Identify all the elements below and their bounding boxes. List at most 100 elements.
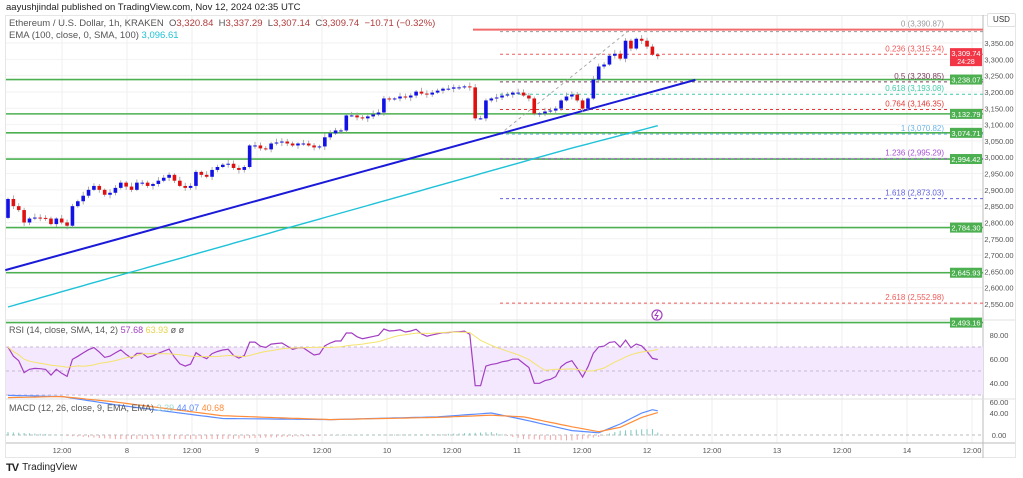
candle-bearish — [102, 189, 107, 195]
support-price-tag — [950, 222, 982, 233]
macd-histogram-bar — [249, 435, 251, 439]
macd-histogram-bar — [61, 435, 63, 436]
candle-bullish — [543, 111, 547, 114]
ema-value: 3,096.61 — [141, 30, 179, 41]
macd-histogram-bar — [163, 435, 165, 440]
price-axis-label: 3,150.00 — [984, 104, 1013, 113]
rsi-axis-label: 60.00 — [990, 355, 1009, 364]
macd-histogram-bar — [420, 434, 422, 436]
candle-bearish — [129, 186, 134, 190]
macd-signal-line[interactable] — [7, 395, 658, 433]
macd-histogram-bar — [109, 435, 111, 439]
symbol-name[interactable]: Ethereum / U.S. Dollar, 1h, KRAKEN — [9, 18, 164, 29]
rsi-extra: ø ø — [170, 325, 185, 335]
macd-histogram-bar — [625, 430, 627, 436]
macd-histogram-bar — [501, 434, 503, 436]
currency-button[interactable]: USD — [987, 13, 1016, 27]
high-label: H — [218, 18, 226, 29]
macd-histogram-bar — [297, 435, 299, 437]
macd-histogram-bar — [93, 435, 95, 438]
ema-100-line[interactable] — [7, 125, 658, 308]
candle-bullish — [140, 182, 145, 184]
price-axis-label: 2,750.00 — [984, 235, 1013, 244]
tradingview-logo-icon: TV — [6, 462, 19, 474]
candle-bullish — [570, 94, 574, 97]
macd-histogram-bar — [404, 434, 406, 436]
macd-histogram-bar — [270, 435, 272, 438]
price-axis-label: 3,200.00 — [984, 88, 1013, 97]
macd-histogram-bar — [147, 435, 149, 440]
close-value: 3,309.74 — [322, 18, 360, 29]
rsi-line[interactable] — [7, 328, 658, 387]
macd-histogram-bar — [560, 435, 562, 441]
rsi-ma-line[interactable] — [7, 331, 658, 372]
macd-axis-label: 60.00 — [990, 398, 1009, 407]
candle-bearish — [419, 91, 424, 94]
macd-histogram-bar — [571, 435, 573, 441]
price-axis-label: 2,900.00 — [984, 186, 1013, 195]
macd-histogram-bar — [200, 435, 202, 440]
macd-histogram-bar — [544, 435, 546, 440]
candle-bullish — [118, 182, 123, 188]
macd-histogram-bar — [190, 435, 192, 440]
price-axis-label: 3,000.00 — [984, 153, 1013, 162]
candle-bearish — [650, 46, 655, 55]
macd-axis-label: 40.00 — [990, 409, 1009, 418]
time-axis-label: 11 — [513, 446, 521, 455]
candle-bullish — [27, 218, 32, 223]
trendline[interactable] — [5, 78, 696, 272]
candle-bullish — [376, 112, 381, 115]
ema-legend[interactable]: EMA (100, close, 0, SMA, 100) 3,096.61 — [9, 31, 179, 41]
candle-bullish — [269, 143, 273, 150]
rsi-legend[interactable]: RSI (14, close, SMA, 14, 2) 57.68 63.93 … — [9, 325, 184, 335]
time-axis-label: 9 — [255, 446, 259, 455]
tradingview-logo[interactable]: TV TradingView — [6, 462, 77, 474]
candle-bullish — [86, 189, 91, 196]
macd-histogram-bar — [523, 435, 525, 440]
macd-histogram-bar — [555, 435, 557, 441]
price-axis-label: 2,550.00 — [984, 300, 1013, 309]
candle-bullish — [446, 88, 451, 90]
macd-histogram-bar — [265, 435, 267, 438]
candle-bullish — [559, 100, 563, 109]
macd-histogram-bar — [630, 429, 632, 436]
macd-histogram-bar — [254, 435, 256, 439]
candle-bullish — [516, 92, 520, 94]
macd-histogram-bar — [98, 435, 100, 439]
time-axis-label: 10 — [383, 446, 391, 455]
macd-histogram-bar — [587, 435, 589, 439]
rsi-axis-label: 80.00 — [990, 331, 1009, 340]
price-axis-label: 3,100.00 — [984, 121, 1013, 130]
macd-legend[interactable]: MACD (12, 26, close, 9, EMA, EMA) 3.39 4… — [9, 403, 224, 413]
candle-bullish — [564, 96, 569, 101]
macd-histogram-bar — [50, 434, 52, 436]
macd-histogram-bar — [657, 432, 659, 436]
fib-level-label: 0.618 (3,193.08) — [885, 84, 944, 93]
publisher-caption: aayushjindal published on TradingView.co… — [6, 2, 301, 13]
change-value: −10.71 (−0.32%) — [364, 18, 436, 29]
candle-bullish — [76, 201, 80, 207]
candle-bullish — [408, 95, 413, 98]
macd-histogram-bar — [399, 434, 401, 436]
candle-bullish — [113, 187, 118, 193]
price-axis-label: 3,050.00 — [984, 137, 1013, 146]
macd-histogram-bar — [114, 435, 116, 440]
price-axis-label: 3,300.00 — [984, 55, 1013, 64]
fib-level-label: 1 (3,070.82) — [901, 124, 944, 133]
candle-bearish — [285, 141, 290, 144]
time-axis-label: 12:00 — [183, 446, 202, 455]
candle-bullish — [500, 95, 504, 98]
macd-histogram-bar — [227, 435, 229, 439]
symbol-legend: Ethereum / U.S. Dollar, 1h, KRAKEN O3,32… — [9, 19, 435, 29]
macd-histogram-bar — [431, 434, 433, 436]
candle-bullish — [596, 66, 601, 80]
price-axis-label: 3,250.00 — [984, 72, 1013, 81]
candle-bullish — [344, 115, 349, 131]
time-axis-label: 8 — [125, 446, 129, 455]
price-axis-label: 2,950.00 — [984, 170, 1013, 179]
macd-histogram-bar — [528, 435, 530, 440]
candle-bullish — [33, 217, 37, 219]
price-axis-label: 2,800.00 — [984, 218, 1013, 227]
candle-bullish — [156, 180, 161, 184]
